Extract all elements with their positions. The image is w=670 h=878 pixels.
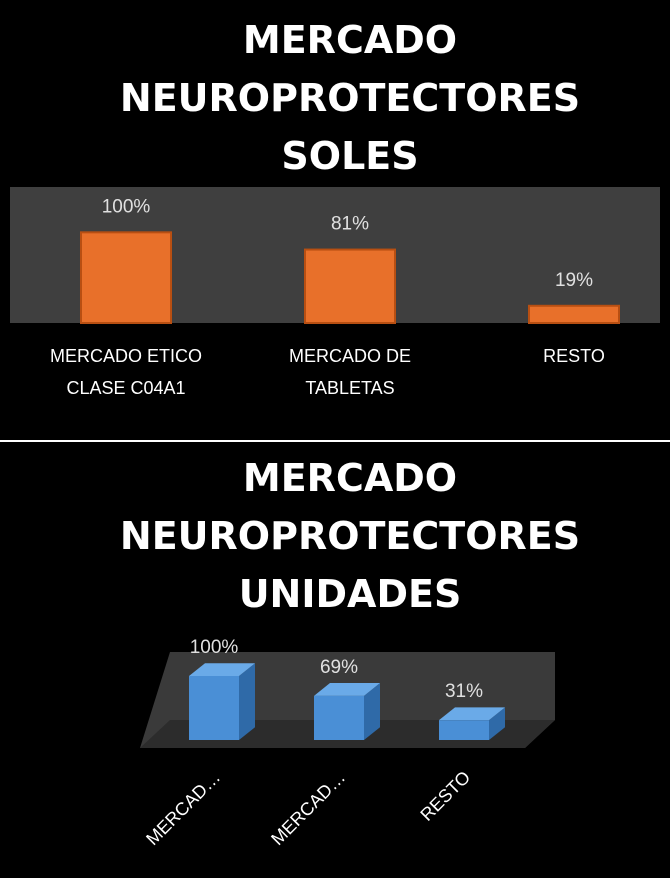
bar (189, 676, 239, 740)
bar (304, 248, 396, 324)
bar (528, 304, 620, 325)
chart-title: MERCADO NEUROPROTECTORES UNIDADES (120, 456, 580, 616)
bar (80, 231, 172, 324)
bar-side (239, 663, 255, 740)
bar-top (439, 707, 505, 721)
bar (439, 720, 489, 740)
bar-side (364, 683, 380, 740)
value-label: 19% (555, 270, 593, 291)
bar-top (314, 683, 380, 696)
value-label: 100% (190, 637, 239, 658)
value-label: 69% (320, 657, 358, 678)
value-label: 81% (331, 214, 369, 235)
value-label: 100% (102, 196, 151, 217)
value-label: 31% (445, 681, 483, 702)
bar-top (189, 663, 255, 676)
chart-title: MERCADO NEUROPROTECTORES SOLES (120, 18, 580, 178)
category-label: MERCADO ETICO CLASE C04A1 (50, 346, 202, 398)
category-label: RESTO (543, 346, 605, 366)
category-label: MERCADO DE TABLETAS (289, 346, 411, 398)
bar-side (489, 707, 505, 740)
bar (314, 695, 364, 740)
